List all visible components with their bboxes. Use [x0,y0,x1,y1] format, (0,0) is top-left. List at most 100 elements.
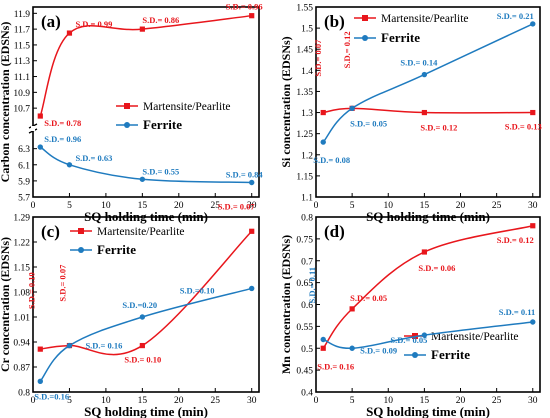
data-point [139,342,145,349]
data-label: S.D.= 0.07 [57,264,67,302]
x-tick-label: 30 [247,201,257,211]
data-label: S.D.= 0.11 [499,307,535,317]
y-tick-label: 1.01 [13,314,30,324]
data-point [320,336,326,343]
x-tick-label: 20 [456,201,466,211]
data-label: S.D.= 0.07 [313,39,323,77]
x-tick-label: 10 [101,201,111,211]
panel-label: (b) [324,12,345,31]
y-tick-label: 1.35 [296,88,313,98]
y-tick-label: 0.55 [296,323,313,333]
x-tick-label: 30 [528,396,538,406]
x-tick-label: 0 [31,201,36,211]
data-point [249,179,255,186]
series-line [39,14,252,117]
y-tick-label: 0.4 [301,389,313,399]
y-tick-label: 1.25 [296,130,313,140]
series-line [322,321,533,350]
data-point [349,306,355,312]
data-label: S.D.= 0.16 [317,361,354,371]
y-tick-label: 0.6 [301,301,313,311]
y-tick-label: 6.1 [18,161,30,171]
data-point [66,342,73,349]
data-label: S.D.= 0.16 [85,341,122,351]
data-label: S.D.= 0.05 [350,293,387,303]
data-label: S.D.=0.20 [122,300,157,310]
x-tick-label: 25 [492,396,502,406]
x-tick-label: 20 [174,201,184,211]
x-tick-label: 20 [174,396,184,406]
data-point [37,346,43,352]
x-tick-label: 5 [67,396,72,406]
x-tick-label: 25 [211,396,221,406]
y-tick-label: 0.65 [296,279,313,289]
legend-label: Ferrite [143,117,182,132]
data-point [320,109,326,116]
data-point [421,71,428,78]
y-tick-label: 1.1 [301,194,313,204]
x-tick-label: 25 [492,201,502,211]
y-tick-label: 0.45 [296,367,313,377]
data-label: S.D.=0.10 [180,285,215,295]
x-tick-label: 30 [247,396,257,406]
y-tick-label: 1.29 [13,214,30,224]
x-tick-label: 5 [67,201,72,211]
data-label: S.D.= 0.55 [142,166,179,176]
y-tick-label: 1.15 [296,172,313,182]
data-label: S.D.= 0.96 [226,2,263,12]
y-tick-label: 1.22 [13,239,30,249]
legend-label: Martensite/Pearlite [97,226,185,238]
series-line [40,230,253,356]
y-tick-label: 0.75 [296,235,313,245]
data-label: S.D.= 0.63 [75,153,112,163]
data-label: S.D.= 0.84 [226,170,264,180]
data-point [530,21,536,27]
data-label: S.D.= 0.12 [342,31,352,68]
data-point [249,285,255,292]
data-label: S.D.= 0.05 [350,118,387,128]
x-tick-label: 15 [138,396,148,406]
legend-marker [362,15,368,21]
y-tick-label: 0.7 [301,257,313,267]
y-tick-label: 6.3 [18,145,30,155]
data-point [530,223,536,229]
data-point [139,26,145,32]
data-point [349,105,355,112]
data-point [320,139,326,145]
data-label: S.D.= 0.06 [418,263,455,273]
data-label: S.D.= 0.96 [44,134,81,144]
y-tick-label: 0.87 [13,364,30,374]
x-tick-label: 15 [420,396,430,406]
legend-label: Martensite/Pearlite [143,101,231,113]
plot-frame [315,6,541,198]
legend-marker [362,35,368,41]
x-tick-label: 15 [420,201,430,211]
data-label: S.D.= 0.07 [218,201,256,211]
y-axis-title: Si concentration (EDSNs) [279,36,293,167]
data-point [66,30,73,36]
legend-label: Ferrite [431,347,470,362]
y-tick-label: 11.3 [14,57,31,67]
series-line [322,225,533,349]
x-tick-label: 0 [314,201,319,211]
data-point [421,249,427,255]
legend-marker [412,352,418,358]
legend-marker [124,103,130,109]
plot-frame [32,6,260,198]
data-point [139,176,146,182]
x-tick-label: 20 [456,396,466,406]
data-point [530,109,536,116]
series-line [322,23,534,143]
data-point [37,113,43,119]
data-label: S.D.= 0.14 [400,58,438,68]
x-tick-label: 5 [350,396,355,406]
y-tick-label: 5.7 [18,194,30,204]
y-tick-label: 1.55 [296,4,313,14]
data-point [320,345,326,351]
y-tick-label: 1.4 [301,67,313,77]
legend-label: Ferrite [381,30,420,45]
y-tick-label: 1.2 [301,151,313,161]
x-tick-label: 0 [314,396,319,406]
data-label: S.D.= 0.09 [360,345,397,355]
data-label: S.D.= 0.86 [142,15,179,25]
